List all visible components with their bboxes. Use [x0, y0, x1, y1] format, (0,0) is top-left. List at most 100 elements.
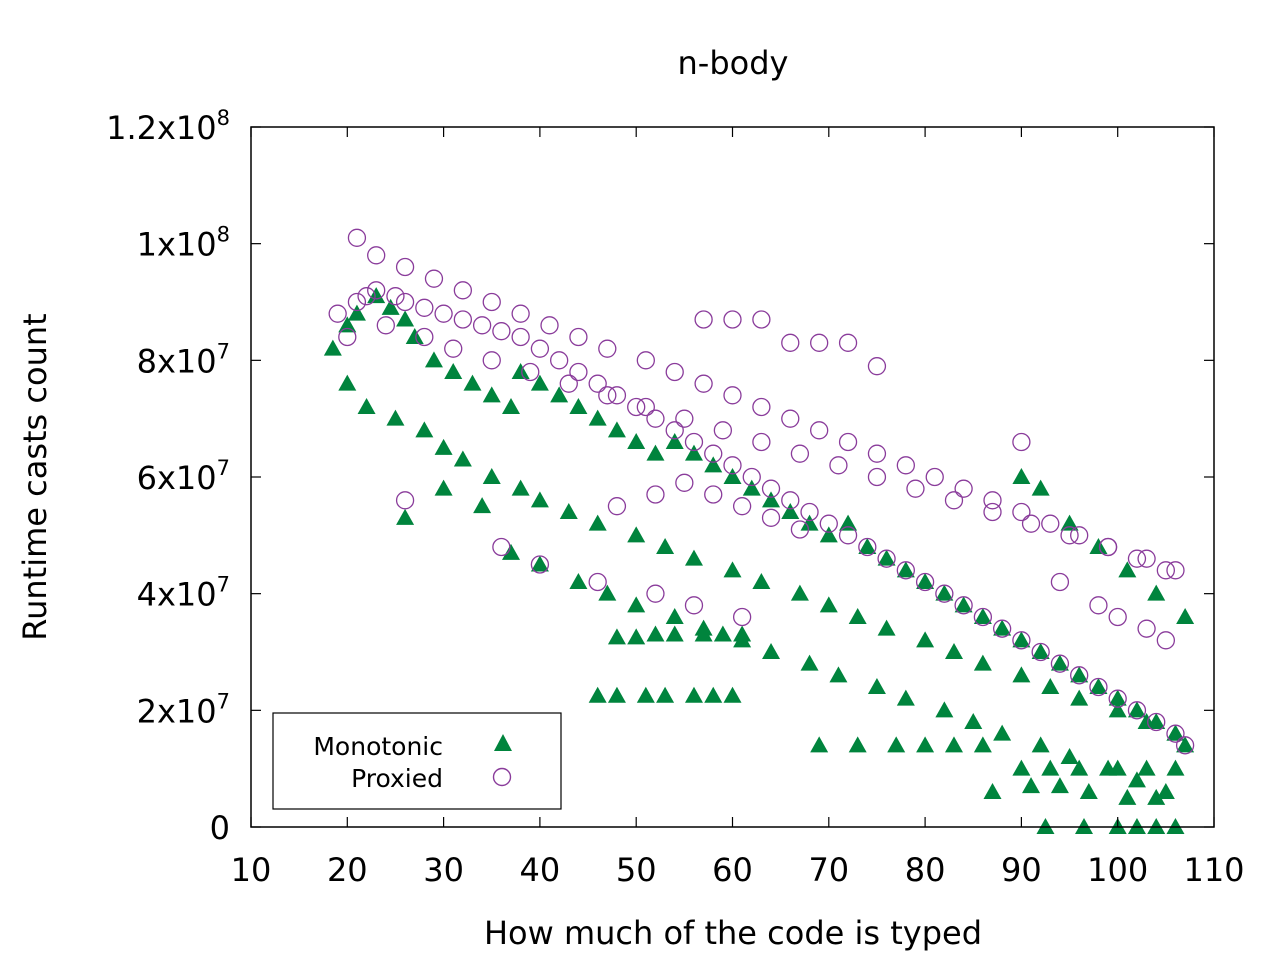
monotonic-point: [627, 526, 646, 543]
proxied-point: [684, 596, 704, 615]
proxied-point: [453, 310, 473, 329]
monotonic-point: [424, 351, 443, 368]
proxied-point: [992, 619, 1012, 638]
monotonic-point: [954, 596, 973, 613]
x-axis: 10 20 30 40 50 60 70 80 90 100 110: [231, 127, 1245, 889]
proxied-point: [858, 537, 877, 557]
monotonic-point: [323, 339, 342, 356]
proxied-point: [1127, 701, 1147, 720]
monotonic-point: [656, 686, 675, 703]
proxied-point: [684, 432, 704, 452]
proxied-point: [607, 497, 627, 516]
monotonic-point: [396, 310, 415, 327]
monotonic-point: [530, 374, 549, 391]
proxied-point: [598, 386, 617, 405]
legend-box: [272, 712, 562, 810]
proxied-point: [838, 432, 858, 452]
monotonic-point: [607, 628, 626, 645]
proxied-point: [598, 339, 617, 358]
monotonic-point: [1070, 689, 1089, 706]
proxied-point: [482, 351, 501, 370]
proxied-point: [838, 333, 858, 352]
proxied-point: [829, 456, 848, 475]
proxied-point: [752, 432, 771, 452]
proxied-point: [492, 537, 511, 557]
monotonic-point: [646, 444, 665, 461]
monotonic-point: [1031, 736, 1050, 753]
proxied-point: [838, 526, 858, 545]
monotonic-point: [1108, 689, 1127, 706]
monotonic-point: [1156, 783, 1175, 799]
monotonic-point: [1031, 643, 1050, 659]
proxied-point: [954, 479, 973, 498]
monotonic-point: [482, 468, 501, 484]
proxied-point: [675, 409, 694, 428]
proxied-point: [935, 584, 954, 603]
monotonic-point: [829, 666, 848, 683]
monotonic-point: [973, 736, 992, 753]
monotonic-point: [848, 736, 867, 753]
monotonic-point: [684, 686, 703, 703]
monotonic-point: [656, 538, 675, 554]
proxied-point: [723, 456, 742, 475]
legend: Monotonic Proxied: [272, 712, 562, 810]
monotonic-point: [1012, 468, 1031, 484]
monotonic-point: [463, 374, 482, 391]
y-tick-label: 1.2x108: [106, 106, 230, 147]
proxied-point: [1031, 642, 1050, 662]
monotonic-point: [1050, 777, 1069, 794]
proxied-point: [983, 491, 1002, 510]
proxied-point: [761, 508, 781, 527]
monotonic-point: [723, 686, 742, 703]
x-tick-label: 10: [231, 851, 272, 889]
monotonic-point: [1012, 666, 1031, 683]
proxied-point: [646, 584, 665, 603]
monotonic-point: [386, 409, 405, 426]
monotonic-point: [973, 608, 992, 624]
proxied-point: [665, 362, 684, 382]
monotonic-point: [530, 555, 549, 572]
monotonic-point: [916, 631, 935, 648]
x-tick-label: 70: [808, 851, 849, 889]
monotonic-point: [444, 363, 463, 379]
proxied-point: [1108, 607, 1127, 627]
monotonic-point: [434, 479, 453, 496]
proxied-point: [1156, 561, 1175, 580]
monotonic-point: [627, 596, 646, 613]
proxied-point: [1156, 631, 1175, 650]
proxied-point: [742, 467, 761, 487]
proxied-point: [588, 572, 607, 592]
monotonic-point: [839, 514, 858, 531]
monotonic-point: [665, 433, 684, 449]
monotonic-point: [569, 398, 588, 414]
proxied-point: [1175, 736, 1195, 755]
y-axis-label: Runtime casts count: [16, 313, 54, 640]
monotonic-point: [790, 584, 809, 601]
monotonic-point: [1108, 701, 1127, 718]
y-tick-label: 6x107: [137, 456, 230, 497]
monotonic-point: [607, 421, 626, 438]
proxied-point: [569, 327, 588, 347]
monotonic-point: [781, 503, 800, 519]
monotonic-point: [627, 628, 646, 645]
proxied-point: [588, 374, 607, 393]
monotonic-point: [405, 328, 424, 344]
proxied-point: [434, 304, 453, 323]
monotonic-point: [396, 508, 415, 525]
monotonic-point: [588, 686, 607, 703]
monotonic-point: [1031, 479, 1050, 496]
proxied-point: [395, 257, 415, 277]
proxied-point: [559, 374, 578, 393]
proxied-point: [723, 386, 742, 405]
monotonic-point: [559, 503, 578, 519]
monotonic-point: [896, 561, 915, 578]
proxied-point: [511, 304, 530, 323]
monotonic-point: [848, 608, 867, 624]
proxied-point: [800, 502, 819, 522]
proxied-point: [819, 514, 838, 533]
proxied-point: [983, 502, 1002, 522]
x-tick-label: 40: [520, 851, 561, 889]
proxied-point: [694, 310, 713, 329]
monotonic-point: [935, 584, 954, 601]
